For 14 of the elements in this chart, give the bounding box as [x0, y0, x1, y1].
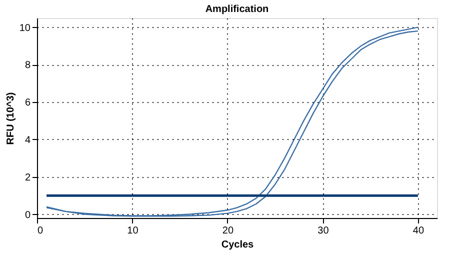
y-tick-label: 4 [24, 134, 31, 146]
y-tick-label: 10 [19, 22, 31, 34]
chart-title: Amplification [205, 4, 269, 15]
x-tick-label: 0 [38, 226, 44, 236]
y-tick-label: 6 [24, 98, 31, 109]
y-tick-label: 0 [24, 210, 31, 221]
y-tick-label: 8 [24, 60, 31, 72]
x-tick-label: 40 [412, 226, 424, 236]
y-axis-title: RFU (10^3) [5, 92, 16, 145]
x-axis-title: Cycles [221, 240, 254, 250]
x-tick-label: 10 [127, 226, 139, 236]
x-tick-label: 20 [222, 226, 234, 236]
x-tick-label: 30 [318, 226, 330, 236]
y-tick-label: 2 [24, 172, 31, 184]
